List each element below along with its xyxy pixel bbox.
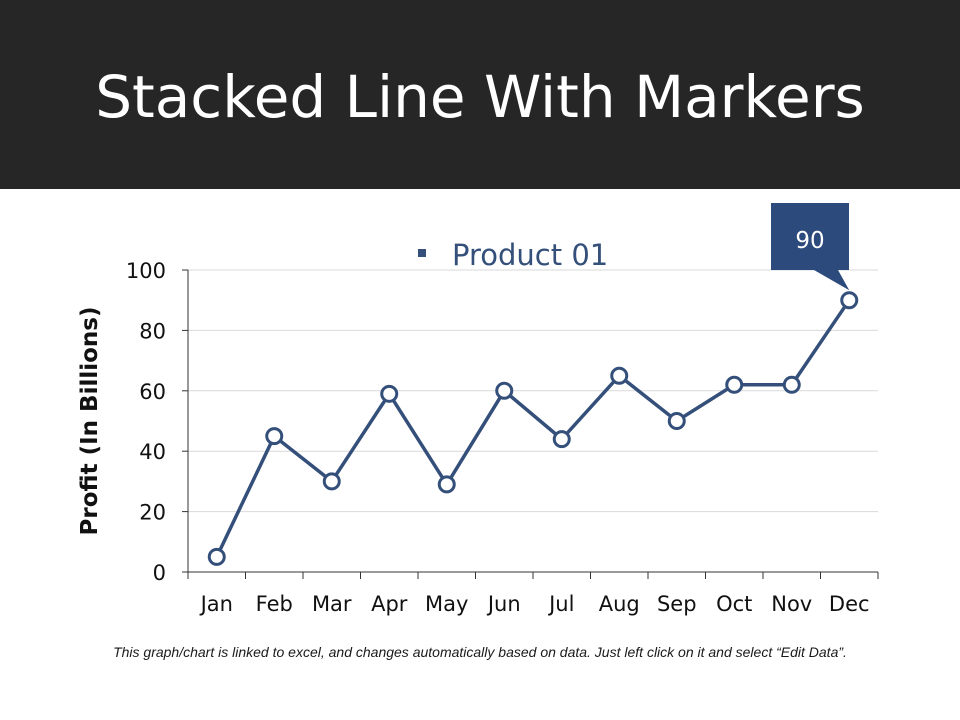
x-tick-label: Nov <box>771 592 812 616</box>
data-point-dec <box>840 291 859 310</box>
data-point-apr <box>380 384 399 403</box>
x-tick-label: Mar <box>312 592 352 616</box>
data-point-jan <box>207 547 226 566</box>
y-tick-label: 20 <box>139 501 166 525</box>
data-point-aug <box>610 366 629 385</box>
x-tick-label: Sep <box>657 592 697 616</box>
x-tick-label: Jan <box>199 592 233 616</box>
x-tick-label: Aug <box>599 592 640 616</box>
data-point-oct <box>725 375 744 394</box>
callout-box <box>771 203 850 291</box>
x-tick-label: Apr <box>371 592 408 616</box>
data-point-feb <box>265 427 284 446</box>
series-line <box>215 299 851 558</box>
slide-title: Stacked Line With Markers <box>95 63 865 131</box>
footnote: This graph/chart is linked to excel, and… <box>113 644 847 660</box>
x-tick-label: Jun <box>486 592 521 616</box>
x-tick-label: Jul <box>547 592 574 616</box>
y-tick-label: 80 <box>139 319 166 343</box>
data-point-nov <box>782 375 801 394</box>
data-point-may <box>437 475 456 494</box>
y-tick-label: 60 <box>139 380 166 404</box>
title-banner: Stacked Line With Markers <box>0 0 960 189</box>
callout-label: 90 <box>795 228 824 254</box>
data-point-sep <box>667 412 686 430</box>
x-tick-label: May <box>425 592 468 616</box>
y-tick-label: 100 <box>126 259 166 283</box>
y-axis-title: Profit (In Billions) <box>77 307 103 536</box>
data-point-jul <box>552 430 571 449</box>
data-point-jun <box>495 381 514 400</box>
x-tick-label: Oct <box>716 592 752 616</box>
y-tick-label: 40 <box>139 440 166 464</box>
legend-label: Product 01 <box>452 238 608 272</box>
legend-marker <box>418 249 426 257</box>
x-tick-label: Feb <box>256 592 293 616</box>
y-tick-label: 0 <box>153 561 166 585</box>
x-tick-label: Dec <box>829 592 870 616</box>
data-point-mar <box>322 472 341 491</box>
